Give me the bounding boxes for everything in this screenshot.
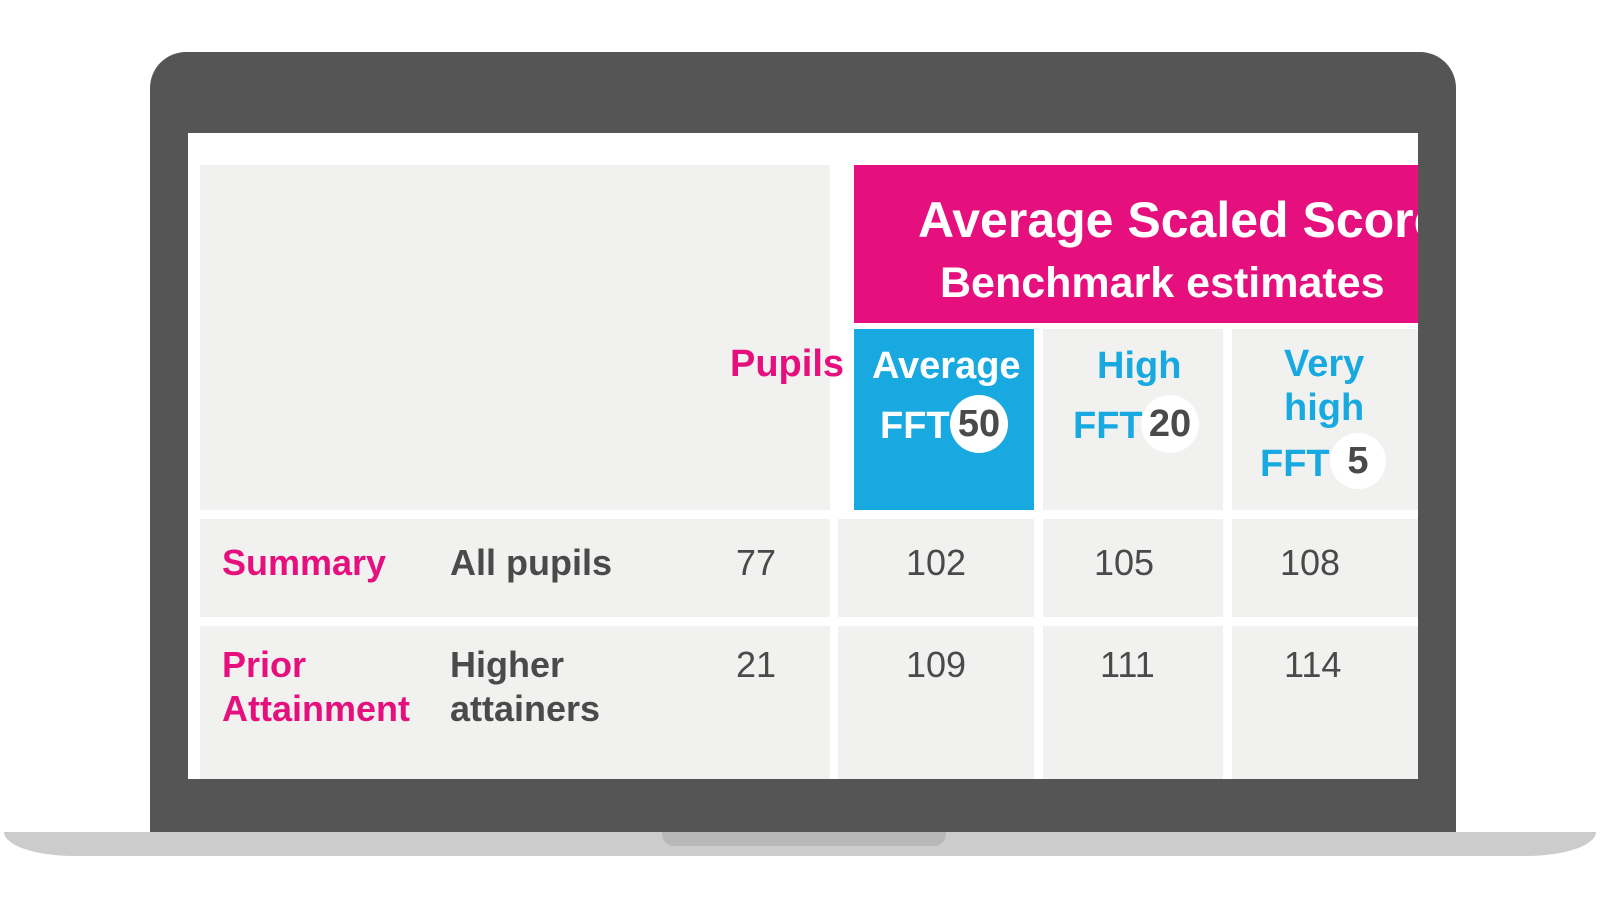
value-summary-very-high: 108 <box>1280 542 1341 583</box>
fft-badge-average: 50 <box>950 395 1008 453</box>
fft-prefix-very-high: FFT <box>1260 443 1330 485</box>
row-pupils-prior: 21 <box>736 644 777 685</box>
table-row-summary-label-cell <box>200 519 830 617</box>
row-category-prior: Prior <box>222 644 307 685</box>
value-prior-very-high: 114 <box>1284 644 1342 685</box>
laptop-notch <box>662 832 946 846</box>
column-label-high: High <box>1097 345 1182 387</box>
table-cell <box>1043 626 1223 779</box>
table-cell <box>838 519 1034 617</box>
table-cell <box>1232 519 1418 617</box>
header-blank-cell <box>200 165 830 510</box>
fft-prefix-average: FFT <box>880 405 950 447</box>
row-description-attainers: attainers <box>450 688 601 729</box>
column-header-average: Average FFT 50 <box>854 329 1034 510</box>
title-line1: Average Scaled Score <box>918 192 1418 248</box>
pupils-header: Pupils <box>730 343 845 385</box>
fft-badge-very-high: 5 <box>1330 433 1386 489</box>
benchmark-title-banner: Average Scaled Score Benchmark estimates <box>854 165 1418 323</box>
value-summary-high: 105 <box>1094 542 1155 583</box>
column-label-average: Average <box>872 345 1021 387</box>
laptop-screen: Pupils Average Scaled Score Benchmark es… <box>188 133 1418 779</box>
value-prior-average: 109 <box>906 644 967 685</box>
column-header-very-high: Very high FFT 5 <box>1232 329 1418 510</box>
fft-prefix-high: FFT <box>1073 405 1143 447</box>
table-cell <box>1232 626 1418 779</box>
fft-badge-high: 20 <box>1141 395 1199 453</box>
row-category-attainment: Attainment <box>222 688 410 729</box>
column-label-very: Very <box>1284 343 1365 385</box>
column-label-high-word: high <box>1284 387 1365 429</box>
table-cell <box>1043 519 1223 617</box>
value-summary-average: 102 <box>906 542 967 583</box>
row-category-summary: Summary <box>222 542 387 583</box>
row-description-higher: Higher <box>450 644 565 685</box>
value-prior-high: 111 <box>1100 644 1155 685</box>
row-description-all-pupils: All pupils <box>450 542 612 583</box>
title-line2: Benchmark estimates <box>940 259 1385 307</box>
column-header-high: High FFT 20 <box>1043 329 1223 510</box>
table-cell <box>838 626 1034 779</box>
row-pupils-summary: 77 <box>736 542 777 583</box>
table-row-prior-label-cell <box>200 626 830 779</box>
